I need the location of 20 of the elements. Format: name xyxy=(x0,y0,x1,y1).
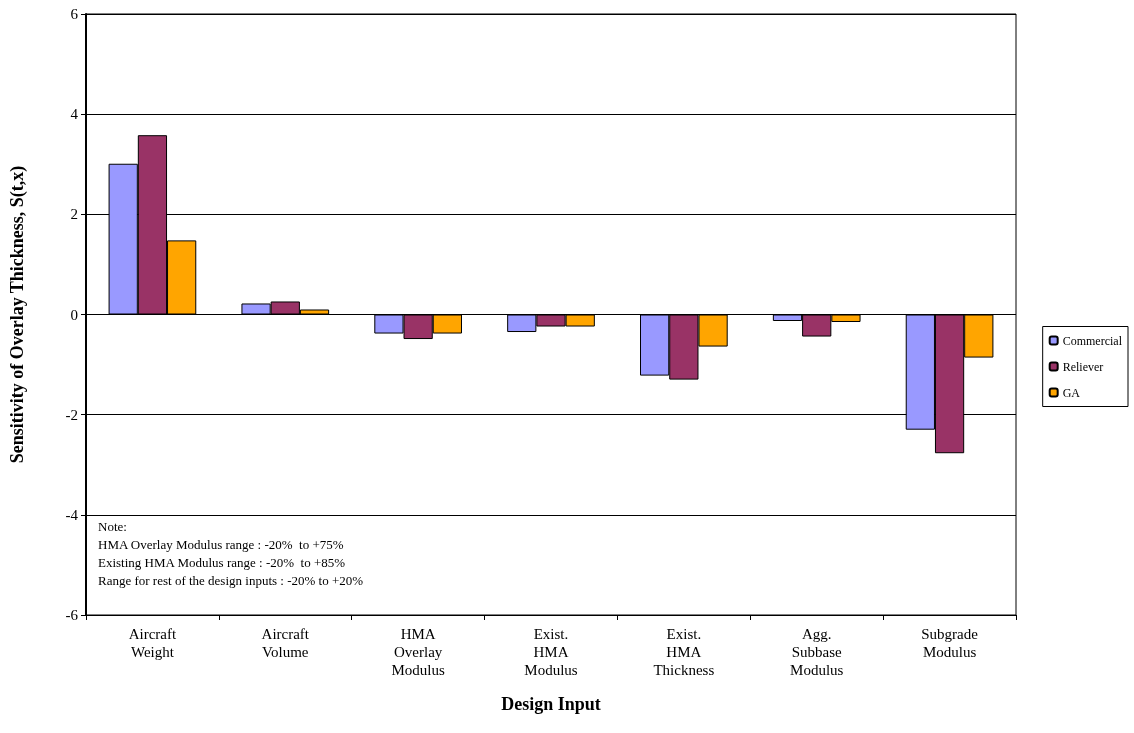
x-tick-label: Subgrade Modulus xyxy=(921,626,979,660)
y-tick-label: -4 xyxy=(65,506,79,523)
x-tick-label: Aircraft Weight xyxy=(128,626,177,660)
y-tick-label: 4 xyxy=(70,106,79,123)
legend-label: GA xyxy=(1062,385,1081,400)
y-tick-label: -2 xyxy=(65,406,78,423)
x-tick-label: Agg. Subbase Modulus xyxy=(790,626,844,678)
y-tick-label: 0 xyxy=(70,306,78,323)
x-tick-label: HMA Overlay Modulus xyxy=(391,626,445,678)
x-tick-label: Exist. HMA Thickness xyxy=(653,626,715,678)
y-tick-label: 2 xyxy=(70,206,78,223)
x-tick-label: Aircraft Volume xyxy=(261,626,310,660)
y-axis-title: Sensitivity of Overlay Thickness, S(t,x) xyxy=(7,165,28,464)
y-tick-label: -6 xyxy=(65,607,79,623)
legend-label: Reliever xyxy=(1062,359,1104,374)
legend-label: Commercial xyxy=(1062,333,1123,348)
x-tick-label: Exist. HMA Modulus xyxy=(524,626,578,678)
y-tick-label: 6 xyxy=(70,6,79,22)
annotation: Note: HMA Overlay Modulus range : -20% to +75% Existing HMA Modulus range : -20% to +85% Range for rest of the design inputs : -20% to +20% xyxy=(98,518,364,588)
x-axis-title: Design Input xyxy=(501,694,601,714)
